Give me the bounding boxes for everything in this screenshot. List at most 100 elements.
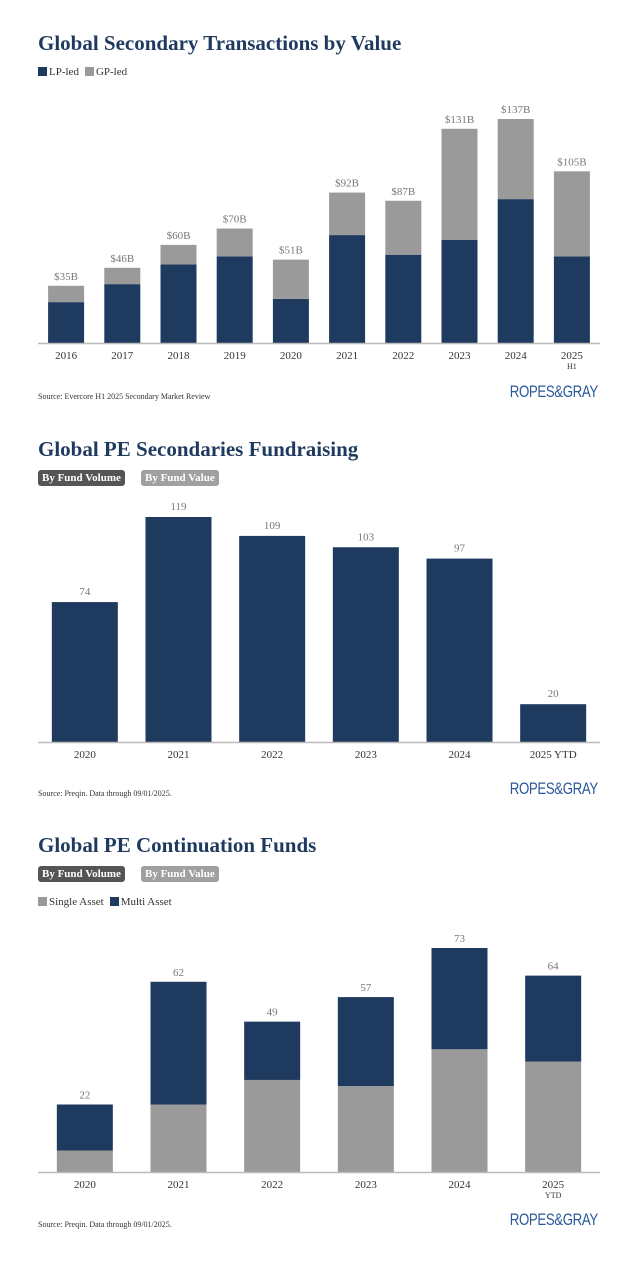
x-tick-label: 2017 <box>111 350 134 362</box>
data-label-total: $35B <box>54 271 78 283</box>
chart3-source: Source: Preqin. Data through 09/01/2025. <box>38 1220 172 1229</box>
bar <box>145 517 212 742</box>
data-label-total: 73 <box>454 933 466 945</box>
data-label-total: $87B <box>391 186 415 198</box>
data-label-total: $46B <box>110 253 134 265</box>
data-label-total: $137B <box>501 104 530 116</box>
bar-gp-led <box>553 171 590 257</box>
data-label: 109 <box>264 520 281 532</box>
bar-gp-led <box>160 244 197 265</box>
bar-gp-led <box>104 267 141 285</box>
by-fund-value-button[interactable]: By Fund Value <box>141 866 219 882</box>
bar-multi-asset <box>525 975 582 1062</box>
x-tick-label: 2024 <box>449 749 472 761</box>
x-tick-label: 2021 <box>168 1179 190 1191</box>
bar-gp-led <box>329 192 366 236</box>
bar-gp-led <box>385 200 422 255</box>
by-fund-volume-button[interactable]: By Fund Volume <box>38 470 125 486</box>
bar-multi-asset <box>244 1021 301 1080</box>
data-label: 103 <box>358 531 375 543</box>
x-tick-sublabel: YTD <box>545 1191 562 1200</box>
x-tick-label: 2023 <box>355 1179 378 1191</box>
data-label-total: 57 <box>360 982 372 994</box>
x-tick-label: 2019 <box>224 350 247 362</box>
x-tick-label: 2020 <box>280 350 303 362</box>
legend-item-lp-led: LP-led <box>38 66 79 78</box>
by-fund-value-button[interactable]: By Fund Value <box>141 470 219 486</box>
legend-item-single-asset: Single Asset <box>38 896 104 908</box>
data-label: 119 <box>170 501 187 513</box>
x-tick-label: 2020 <box>74 749 97 761</box>
data-label: 97 <box>454 543 466 555</box>
bar-gp-led <box>441 128 478 240</box>
bar-lp-led <box>216 256 253 343</box>
x-tick-label: 2025 YTD <box>530 749 577 761</box>
bar <box>520 704 587 742</box>
bar-single-asset <box>525 1061 582 1172</box>
legend-swatch <box>38 67 47 76</box>
data-label-total: 64 <box>548 961 560 973</box>
x-tick-label: 2020 <box>74 1179 97 1191</box>
legend-swatch <box>38 897 47 906</box>
data-label-total: 22 <box>79 1089 90 1101</box>
x-tick-label: 2025 <box>542 1179 565 1191</box>
bar-multi-asset <box>150 981 207 1105</box>
bar-gp-led <box>48 285 85 303</box>
ropes-gray-logo: ROPES&GRAY <box>510 779 598 798</box>
bar-single-asset <box>337 1086 394 1172</box>
by-fund-volume-button[interactable]: By Fund Volume <box>38 866 125 882</box>
legend-item-multi-asset: Multi Asset <box>109 896 172 908</box>
data-label-total: $92B <box>335 178 359 190</box>
chart2-title: Global PE Secondaries Fundraising <box>38 437 359 461</box>
legend-swatch <box>109 897 119 906</box>
data-label: 20 <box>548 688 560 700</box>
bar-single-asset <box>244 1079 301 1172</box>
data-label-total: $131B <box>445 114 474 126</box>
legend-label: GP-led <box>95 66 128 78</box>
chart1-title: Global Secondary Transactions by Value <box>38 31 402 55</box>
bar-lp-led <box>441 239 478 343</box>
bar-multi-asset <box>337 997 394 1087</box>
bar-single-asset <box>431 1049 488 1172</box>
chart3-legend: Single Asset Multi Asset <box>38 896 172 908</box>
x-tick-label: 2024 <box>505 350 528 362</box>
data-label-total: $70B <box>223 214 247 226</box>
x-tick-label: 2018 <box>168 350 191 362</box>
data-label-total: 49 <box>267 1007 279 1019</box>
x-tick-label: 2023 <box>449 350 472 362</box>
legend-label: LP-led <box>49 66 79 78</box>
bar-single-asset <box>150 1104 207 1172</box>
bar <box>51 602 118 742</box>
x-tick-label: 2022 <box>392 350 414 362</box>
bar-gp-led <box>497 119 534 200</box>
bar-lp-led <box>160 264 197 343</box>
legend-label: Single Asset <box>49 896 104 908</box>
x-tick-label: 2021 <box>336 350 358 362</box>
bar-multi-asset <box>56 1104 113 1151</box>
chart1-source: Source: Evercore H1 2025 Secondary Marke… <box>38 392 211 401</box>
legend-label: Multi Asset <box>120 896 172 908</box>
data-label-total: $60B <box>167 230 191 242</box>
bar <box>239 535 306 742</box>
x-tick-label: 2025 <box>561 350 584 362</box>
ropes-gray-logo: ROPES&GRAY <box>510 1210 598 1229</box>
bar-lp-led <box>48 302 85 343</box>
bar-lp-led <box>385 254 422 343</box>
x-tick-label: 2022 <box>261 749 283 761</box>
x-tick-label: 2022 <box>261 1179 283 1191</box>
bar-lp-led <box>272 298 309 343</box>
bar-lp-led <box>553 256 590 343</box>
x-tick-label: 2016 <box>55 350 78 362</box>
bar <box>332 547 399 742</box>
chart2-source: Source: Preqin. Data through 09/01/2025. <box>38 789 172 798</box>
x-tick-sublabel: H1 <box>567 362 577 371</box>
legend-swatch <box>84 67 94 76</box>
bar-gp-led <box>272 259 309 299</box>
bar-multi-asset <box>431 948 488 1050</box>
chart1-legend: LP-led GP-led <box>38 66 127 78</box>
bar-single-asset <box>56 1150 113 1172</box>
data-label-total: $105B <box>557 156 586 168</box>
chart3-title: Global PE Continuation Funds <box>38 833 317 857</box>
